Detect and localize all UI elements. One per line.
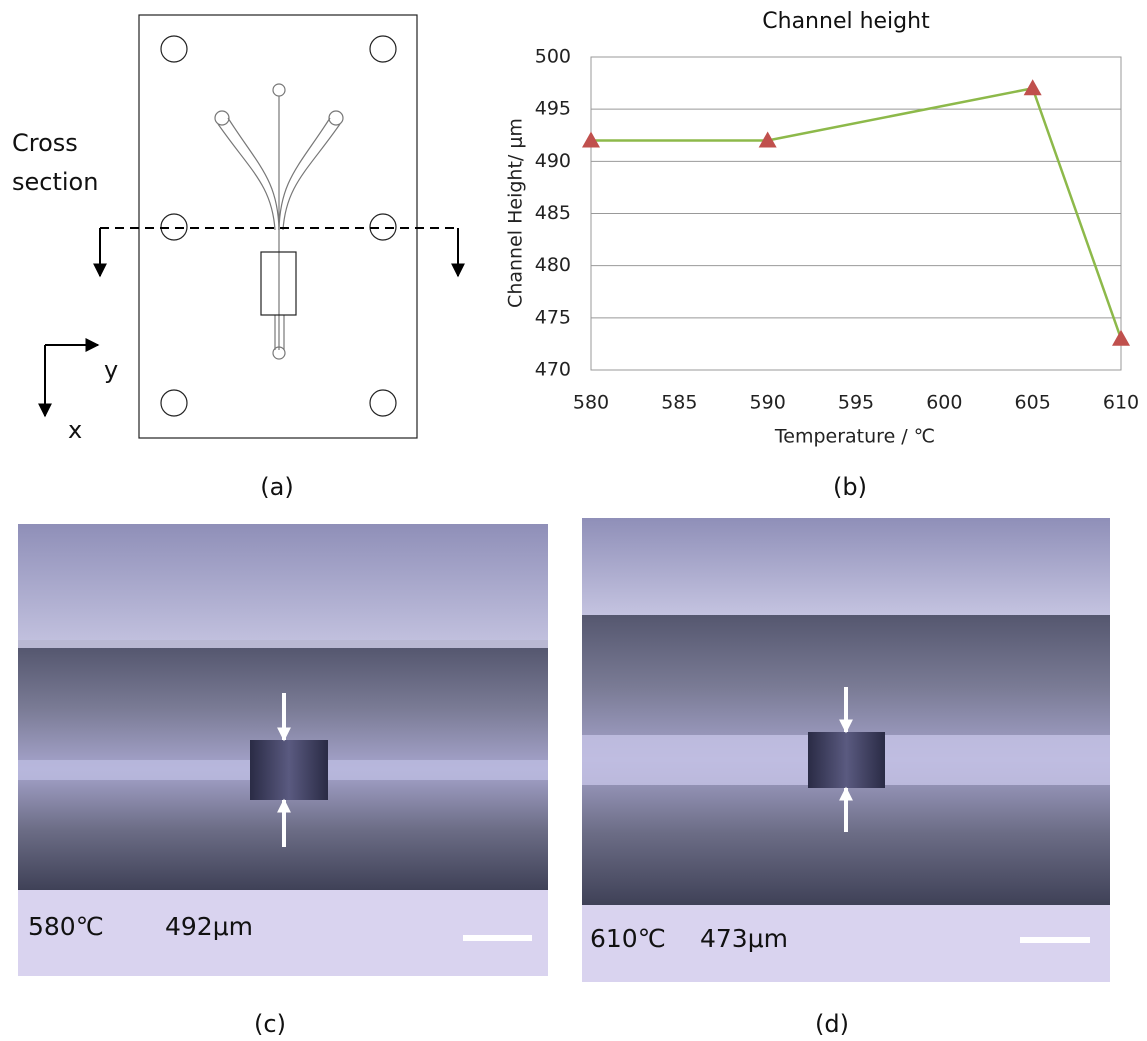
data-point [582, 131, 600, 148]
y-tick-label: 480 [535, 254, 571, 276]
photo-height: 473μm [700, 924, 788, 953]
data-line [591, 86, 1123, 340]
plot-frame [590, 56, 1122, 371]
panel-label: (a) [260, 473, 293, 501]
panel-label: (d) [815, 1010, 849, 1038]
data-point [1023, 79, 1042, 96]
chart-title: Channel height [762, 9, 930, 34]
x-tick-label: 580 [573, 392, 609, 414]
panel-label: (b) [833, 473, 867, 501]
y-tick-label: 500 [535, 46, 571, 68]
photo-height: 492μm [165, 912, 253, 941]
x-tick-label: 610 [1103, 392, 1139, 414]
photo-temperature: 580℃ [28, 912, 104, 941]
data-point [1112, 329, 1130, 346]
chip-diagram [38, 14, 465, 439]
y-axis-title: Channel Height/ μm [505, 118, 527, 308]
x-tick-label: 600 [926, 392, 962, 414]
axis-label: y [104, 356, 118, 384]
micrograph [582, 518, 1110, 982]
data-point [758, 131, 777, 148]
chart: Channel height Temperature / ℃ Channel H… [505, 9, 1140, 501]
y-tick-label: 485 [535, 202, 571, 224]
micrograph [18, 524, 548, 976]
y-tick-label: 475 [535, 306, 571, 328]
x-tick-label: 595 [838, 392, 874, 414]
y-tick-label: 470 [535, 359, 571, 381]
axis-label: x [68, 416, 82, 444]
y-tick-label: 490 [535, 150, 571, 172]
x-tick-label: 605 [1015, 392, 1051, 414]
x-tick-label: 585 [661, 392, 697, 414]
cross-section-label: section [12, 168, 98, 196]
cross-section-label: Cross [12, 129, 78, 157]
panel-label: (c) [254, 1010, 286, 1038]
y-tick-label: 495 [535, 98, 571, 120]
photo-temperature: 610℃ [590, 924, 666, 953]
x-tick-label: 590 [750, 392, 786, 414]
x-axis-title: Temperature / ℃ [774, 426, 935, 448]
